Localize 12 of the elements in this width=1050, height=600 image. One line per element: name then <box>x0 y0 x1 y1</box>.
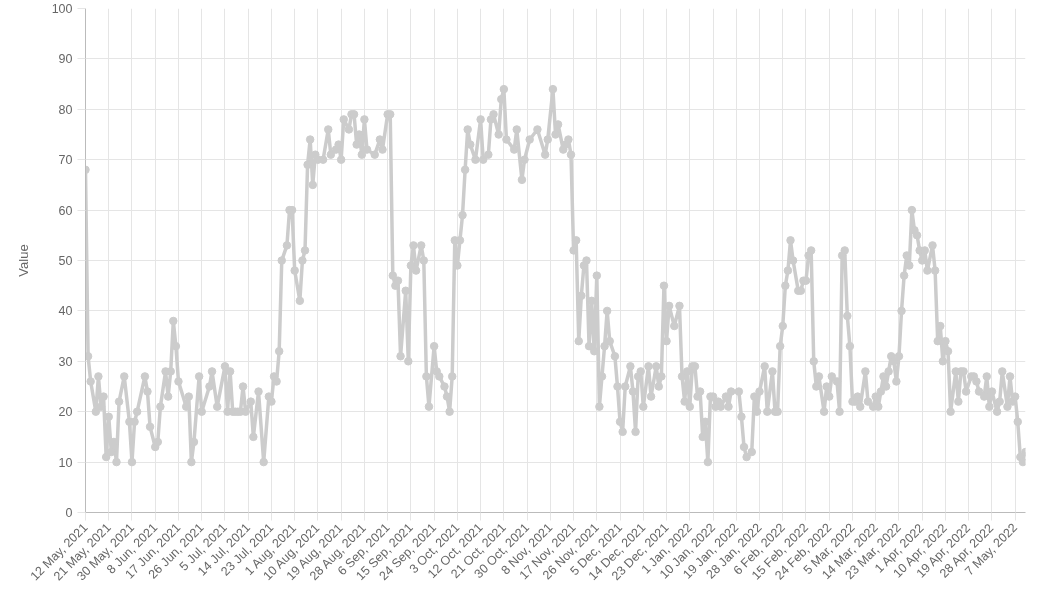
y-tick-label: 100 <box>51 2 73 16</box>
y-tick-label: 80 <box>58 102 73 117</box>
y-tick-label: 70 <box>58 153 73 168</box>
y-tick-label: 0 <box>65 506 73 520</box>
y-tick-label: 10 <box>58 455 73 470</box>
y-tick-label: 90 <box>58 52 73 67</box>
y-axis-title: Value <box>15 244 31 277</box>
y-tick-label: 30 <box>58 354 73 369</box>
y-tick-label: 40 <box>58 304 73 319</box>
y-tick-label: 20 <box>58 405 73 420</box>
y-tick-label: 50 <box>58 254 73 268</box>
y-tick-label: 60 <box>58 203 73 218</box>
